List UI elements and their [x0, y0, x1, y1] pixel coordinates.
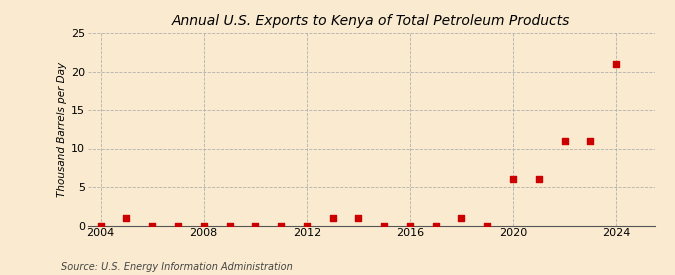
Point: [275, 223, 286, 228]
Point: [146, 223, 157, 228]
Point: [533, 177, 544, 182]
Point: [559, 139, 570, 143]
Point: [379, 223, 389, 228]
Point: [224, 223, 235, 228]
Point: [353, 216, 364, 220]
Point: [456, 216, 467, 220]
Point: [121, 216, 132, 220]
Point: [585, 139, 596, 143]
Text: Source: U.S. Energy Information Administration: Source: U.S. Energy Information Administ…: [61, 262, 292, 272]
Point: [430, 223, 441, 228]
Y-axis label: Thousand Barrels per Day: Thousand Barrels per Day: [57, 62, 67, 197]
Point: [173, 223, 184, 228]
Point: [302, 223, 313, 228]
Point: [250, 223, 261, 228]
Point: [611, 62, 622, 66]
Point: [482, 223, 493, 228]
Point: [508, 177, 518, 182]
Point: [198, 223, 209, 228]
Point: [327, 216, 338, 220]
Title: Annual U.S. Exports to Kenya of Total Petroleum Products: Annual U.S. Exports to Kenya of Total Pe…: [172, 14, 570, 28]
Point: [95, 223, 106, 228]
Point: [404, 223, 415, 228]
